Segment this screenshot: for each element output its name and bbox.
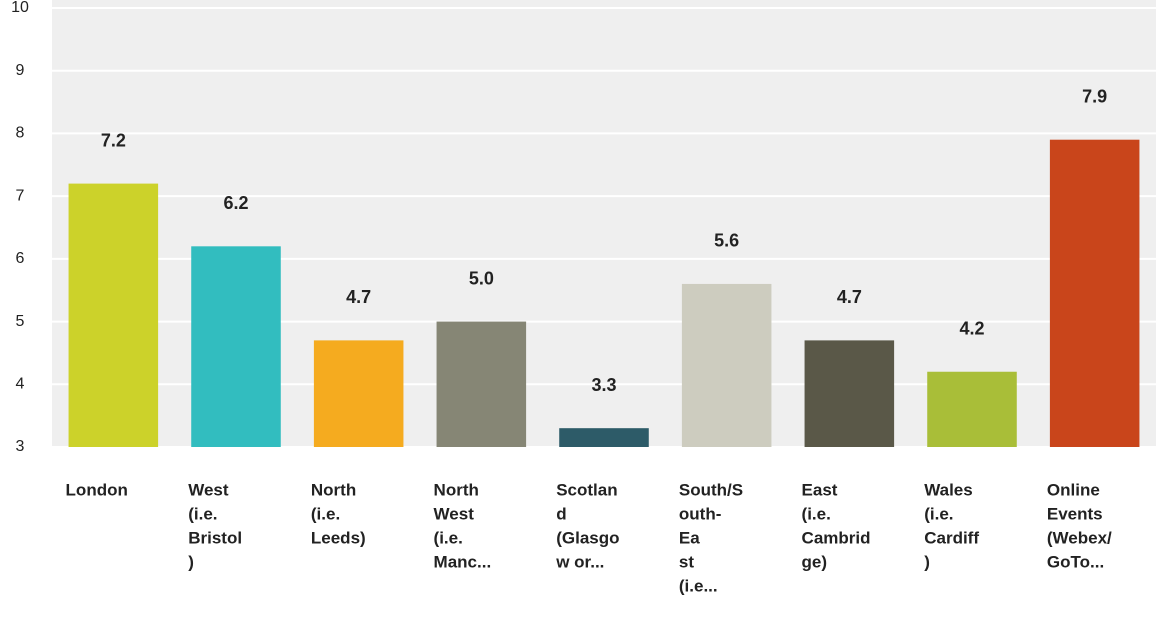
value-label: 4.2 bbox=[959, 318, 984, 338]
bar bbox=[191, 246, 281, 447]
x-tick-label: East bbox=[802, 480, 838, 499]
x-tick-label: Events bbox=[1047, 504, 1103, 523]
x-tick-label: South/S bbox=[679, 480, 743, 499]
x-tick-label: st bbox=[679, 552, 694, 571]
x-tick-label: West bbox=[188, 480, 229, 499]
value-label: 5.0 bbox=[469, 268, 494, 288]
bar bbox=[436, 321, 527, 447]
x-tick-label: (Webex/ bbox=[1047, 528, 1112, 547]
x-tick-label: (i.e... bbox=[679, 576, 718, 595]
x-tick-label: Cambrid bbox=[802, 528, 871, 547]
value-label: 4.7 bbox=[346, 287, 371, 307]
x-tick-label: (i.e. bbox=[924, 504, 953, 523]
x-tick-label: Wales bbox=[924, 480, 973, 499]
value-label: 7.2 bbox=[101, 130, 126, 150]
x-tick-label: ) bbox=[188, 552, 194, 571]
y-tick-label: 5 bbox=[16, 313, 25, 330]
x-tick-label: Scotlan bbox=[556, 480, 617, 499]
value-label: 6.2 bbox=[223, 193, 248, 213]
y-tick-label: 9 bbox=[16, 62, 25, 79]
bar bbox=[68, 183, 159, 447]
x-tick-label: Manc... bbox=[434, 552, 492, 571]
value-label: 7.9 bbox=[1082, 86, 1107, 106]
bar bbox=[313, 340, 404, 447]
value-label: 3.3 bbox=[591, 375, 616, 395]
x-tick-label: Cardiff bbox=[924, 528, 979, 547]
x-tick-label: North bbox=[311, 480, 356, 499]
x-tick-label: West bbox=[434, 504, 475, 523]
x-tick-label: (Glasgo bbox=[556, 528, 619, 547]
bar bbox=[559, 428, 649, 447]
x-tick-label: North bbox=[434, 480, 479, 499]
y-tick-label: 10 bbox=[11, 0, 29, 16]
x-tick-label: (i.e. bbox=[311, 504, 340, 523]
x-tick-label: Ea bbox=[679, 528, 700, 547]
x-tick-label: Bristol bbox=[188, 528, 242, 547]
x-tick-label: ge) bbox=[802, 552, 828, 571]
x-tick-label: GoTo... bbox=[1047, 552, 1104, 571]
value-label: 4.7 bbox=[837, 287, 862, 307]
x-tick-label: w or... bbox=[555, 552, 604, 571]
bar bbox=[927, 371, 1017, 447]
y-tick-label: 7 bbox=[16, 187, 25, 204]
bar bbox=[1049, 139, 1140, 447]
x-tick-label: (i.e. bbox=[802, 504, 831, 523]
x-tick-label: Online bbox=[1047, 480, 1100, 499]
bar bbox=[804, 340, 895, 447]
x-tick-label: (i.e. bbox=[188, 504, 217, 523]
x-tick-label: outh- bbox=[679, 504, 721, 523]
x-tick-label: (i.e. bbox=[434, 528, 463, 547]
x-tick-label: Leeds) bbox=[311, 528, 366, 547]
bar bbox=[681, 283, 772, 447]
y-tick-label: 8 bbox=[16, 125, 25, 142]
y-tick-label: 4 bbox=[16, 376, 25, 393]
x-tick-label: d bbox=[556, 504, 566, 523]
y-tick-label: 6 bbox=[16, 250, 25, 267]
x-tick-label: ) bbox=[924, 552, 930, 571]
x-tick-label: London bbox=[66, 480, 128, 499]
y-tick-label: 3 bbox=[16, 438, 25, 455]
value-label: 5.6 bbox=[714, 231, 739, 251]
